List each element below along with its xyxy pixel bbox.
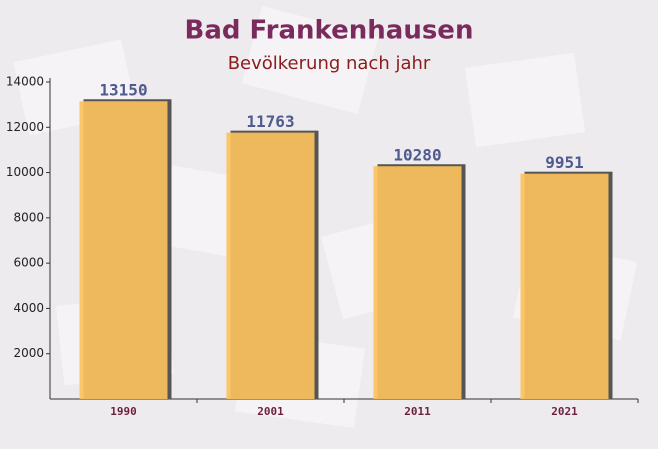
y-tick-label: 4000	[13, 301, 44, 315]
x-tick-label: 2001	[257, 405, 284, 418]
value-label: 10280	[393, 146, 441, 165]
value-label: 9951	[545, 153, 584, 172]
y-tick-label: 14000	[6, 75, 44, 89]
x-tick-label: 2011	[404, 405, 431, 418]
bar	[373, 166, 462, 399]
bar	[79, 101, 168, 399]
x-tick-label: 1990	[110, 405, 137, 418]
y-tick-label: 8000	[13, 210, 44, 224]
bar	[226, 132, 315, 399]
chart-title: Bad Frankenhausen	[185, 16, 474, 46]
x-tick-label: 2021	[551, 405, 578, 418]
y-tick-label: 12000	[6, 120, 44, 134]
bar	[520, 173, 609, 399]
y-tick-label: 2000	[13, 346, 44, 360]
value-label: 11763	[246, 112, 294, 131]
chart-subtitle: Bevölkerung nach jahr	[228, 53, 431, 74]
value-label: 13150	[99, 81, 147, 100]
y-tick-label: 10000	[6, 165, 44, 179]
y-tick-label: 6000	[13, 256, 44, 270]
